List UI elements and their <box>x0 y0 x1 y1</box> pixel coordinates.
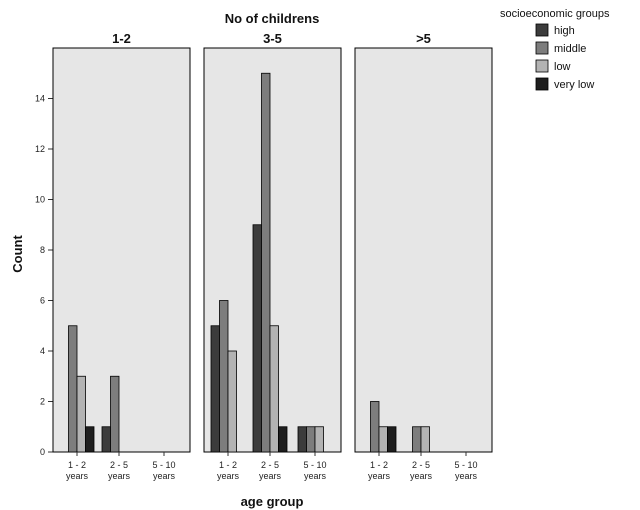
bar-low-1 <box>76 375 86 453</box>
bar-high-2 <box>252 224 262 453</box>
bar-low-2 <box>269 325 279 453</box>
legend-swatch-high <box>535 23 549 37</box>
x-tick-label: years <box>304 471 327 481</box>
bar-very-low-1 <box>387 426 397 453</box>
y-tick-label: 12 <box>35 144 45 154</box>
legend-label-low: low <box>554 61 571 73</box>
bar-middle-2 <box>412 426 422 453</box>
bar-low-2 <box>420 426 430 453</box>
x-tick-label: 1 - 2 <box>370 460 388 470</box>
x-tick-label: years <box>410 471 433 481</box>
y-tick-label: 6 <box>40 296 45 306</box>
legend: high middle low very low <box>535 23 594 91</box>
bar-middle-1 <box>68 325 78 453</box>
bar-middle-1 <box>219 300 229 453</box>
bar-very-low-2 <box>278 426 288 453</box>
bar-middle-3 <box>306 426 316 453</box>
x-tick-label: 5 - 10 <box>454 460 477 470</box>
x-tick-label: 2 - 5 <box>412 460 430 470</box>
legend-label-very-low: very low <box>554 79 594 91</box>
y-tick-label: 10 <box>35 195 45 205</box>
y-tick-label: 8 <box>40 245 45 255</box>
legend-swatch-middle <box>535 41 549 55</box>
legend-label-middle: middle <box>554 43 586 55</box>
x-tick-label: years <box>66 471 89 481</box>
bar-low-3 <box>314 426 324 453</box>
x-axis-label: age group <box>241 494 304 509</box>
legend-label-high: high <box>554 25 575 37</box>
y-tick-label: 4 <box>40 346 45 356</box>
bar-high-2 <box>101 426 111 453</box>
x-tick-label: years <box>108 471 131 481</box>
y-tick-label: 2 <box>40 397 45 407</box>
panel-1-title: 1-2 <box>112 31 131 46</box>
bar-high-3 <box>297 426 307 453</box>
x-tick-label: 5 - 10 <box>152 460 175 470</box>
y-tick-label: 0 <box>40 447 45 457</box>
panel-3-background <box>354 47 493 453</box>
bar-high-1 <box>210 325 220 453</box>
x-tick-label: 2 - 5 <box>110 460 128 470</box>
x-tick-label: 2 - 5 <box>261 460 279 470</box>
legend-swatch-very-low <box>535 77 549 91</box>
legend-swatch-low <box>535 59 549 73</box>
y-tick-label: 14 <box>35 94 45 104</box>
x-tick-label: 1 - 2 <box>219 460 237 470</box>
bar-middle-2 <box>261 72 271 453</box>
x-tick-label: years <box>259 471 282 481</box>
x-tick-label: years <box>153 471 176 481</box>
panel-3-title: >5 <box>416 31 431 46</box>
y-axis-label: Count <box>10 235 25 273</box>
bar-middle-2 <box>110 375 120 453</box>
x-tick-label: 1 - 2 <box>68 460 86 470</box>
bar-very-low-1 <box>85 426 95 453</box>
x-tick-label: years <box>368 471 391 481</box>
x-tick-label: years <box>455 471 478 481</box>
bar-low-1 <box>227 350 237 453</box>
x-tick-label: years <box>217 471 240 481</box>
legend-title: socioeconomic groups <box>500 8 610 20</box>
bar-middle-1 <box>370 401 380 453</box>
x-tick-label: 5 - 10 <box>303 460 326 470</box>
bar-low-1 <box>378 426 388 453</box>
chart-title: No of childrens <box>225 11 320 26</box>
panel-2-title: 3-5 <box>263 31 282 46</box>
